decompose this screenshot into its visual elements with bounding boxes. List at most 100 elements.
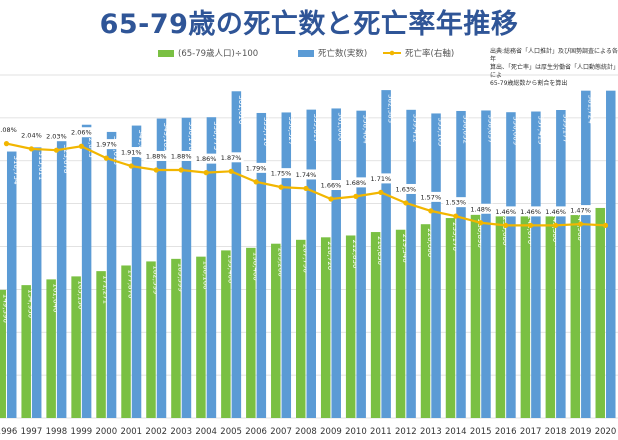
deaths-bar [106,131,117,419]
population-bar [21,285,31,418]
population-bar [0,289,6,418]
death-rate-point [403,200,409,206]
death-rate-point [478,220,484,226]
death-rate-point [103,155,109,161]
population-bar-label: 188,160 [201,261,209,290]
death-rate-point [378,189,384,196]
death-rate-label: 1.75% [271,170,292,178]
x-tick-label: 1996 [0,427,17,437]
population-bar [221,250,231,418]
death-rate-label-bg [43,131,69,142]
deaths-bar-label: 355,165 [437,117,445,146]
death-rate-label: 1.91% [121,149,142,157]
death-rate-label-bg [368,173,394,184]
death-rate-point [28,146,35,152]
population-bar [146,261,156,418]
death-rate-label: 1.97% [96,141,117,149]
death-rate-label-bg [193,153,219,164]
death-rate-point [328,196,334,202]
x-tick-label: 2006 [245,427,267,437]
source-note: 出典:総務省「人口推計」及び国勢調査による各年 算出、「死亡率」は厚生労働省「人… [490,48,618,88]
x-tick-label: 2000 [95,427,117,437]
deaths-bar [156,118,167,419]
source-line: 65-79歳総数から割合を算出 [490,80,568,87]
population-bar-label: 195,460 [226,254,234,283]
legend-entry: 死亡数(実数) [318,48,367,59]
death-rate-label: 1.88% [146,152,167,160]
population-bar-label: 226,000 [426,228,434,257]
deaths-bar [481,110,491,418]
death-rate-label: 1.74% [296,171,317,179]
population-bar-label: 171,271 [102,275,110,304]
population-bar-label: 241,070 [526,215,534,244]
deaths-bar [356,110,366,418]
deaths-bar [206,117,217,418]
death-rate-point [278,184,284,190]
death-rate-point [128,163,134,169]
population-bar [196,256,206,418]
x-tick-label: 2007 [270,427,292,437]
population-bar-label: 177,870 [127,269,135,298]
population-bar-label: 212,850 [351,239,359,268]
death-rate-point [203,170,209,176]
death-rate-point [528,222,534,228]
death-rate-label: 1.87% [221,154,242,162]
death-rate-label: 1.79% [246,164,267,172]
death-rate-label-bg [168,150,194,161]
death-rate-label-bg [393,183,419,194]
death-rate-point [577,221,584,227]
population-bar [271,243,281,418]
deaths-bar-label: 358,052 [462,115,470,144]
x-tick-label: 2005 [220,427,242,437]
death-rate-label: 2.06% [71,129,92,137]
death-rate-label: 1.66% [321,182,342,190]
deaths-bar-label: 323,678 [62,144,70,173]
population-bar [320,237,331,418]
deaths-bar-label: 356,327 [287,116,295,145]
death-rate-label: 1.46% [545,208,566,216]
death-rate-point [453,213,459,219]
deaths-bar [581,90,591,419]
population-bar-label: 207,790 [301,244,309,273]
death-rate-label-bg [318,180,344,191]
deaths-bar [81,124,92,419]
deaths-bar [506,112,516,419]
x-tick-label: 1997 [21,427,43,437]
deaths-bar [331,108,341,418]
death-rate-label-bg [293,169,319,180]
deaths-bar-label: 381,016 [237,95,245,124]
deaths-bar-label: 358,404 [362,115,370,144]
deaths-bar-label: 381,724 [586,95,594,124]
deaths-bar-label: 333,618 [112,136,120,165]
death-rate-label: 2.04% [21,131,42,139]
legend-line-marker [389,50,395,56]
deaths-bar [6,151,17,418]
x-tick-label: 2020 [595,427,617,437]
death-rate-point [353,193,359,199]
death-rate-label-bg [468,203,494,214]
population-bar [470,214,481,418]
population-bar [121,265,131,418]
population-bar-label: 203,260 [276,248,284,277]
source-line: 出典:総務省「人口推計」及び国勢調査による各年 [490,48,618,63]
death-rate-point [602,222,609,228]
death-rate-label: 1.47% [570,207,591,215]
death-rate-label: 1.46% [520,208,541,216]
population-bar-label: 185,599 [176,263,184,292]
death-rate-label: 2.08% [0,126,17,134]
x-tick-label: 1999 [71,427,93,437]
deaths-bar [381,90,391,419]
death-rate-label-bg [18,129,44,140]
death-rate-label: 2.03% [46,133,67,141]
death-rate-label-bg [218,152,244,163]
deaths-bar-label: 356,609 [511,116,519,145]
population-bar-label: 154,950 [27,289,35,318]
death-rate-label-bg [493,206,519,217]
deaths-bar [406,109,416,419]
deaths-bar-label: 359,412 [412,114,420,143]
legend-swatch [298,50,314,57]
death-rate-label-bg [268,168,294,179]
chart-title: 65-79歳の死亡数と死亡率年推移 [99,9,519,40]
